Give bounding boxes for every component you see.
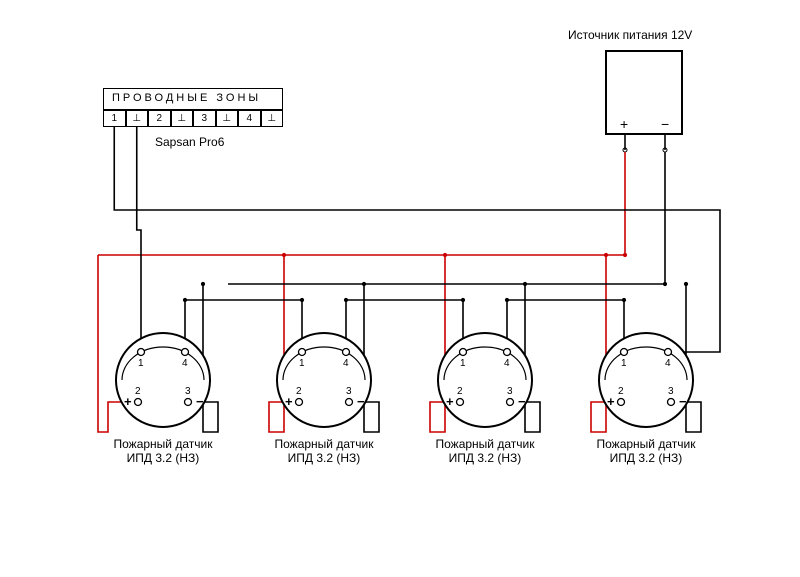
fire-sensor xyxy=(277,333,371,427)
svg-text:1: 1 xyxy=(621,358,627,369)
terminal-cell: ⊥ xyxy=(126,110,149,127)
power-supply-box xyxy=(605,50,683,135)
svg-text:4: 4 xyxy=(665,358,671,369)
sensor-caption-line2: ИПД 3.2 (НЗ) xyxy=(449,451,522,465)
sensor-caption-line2: ИПД 3.2 (НЗ) xyxy=(288,451,361,465)
sensor-caption: Пожарный датчикИПД 3.2 (НЗ) xyxy=(576,437,716,465)
sensor-caption-line1: Пожарный датчик xyxy=(597,437,696,451)
svg-text:−: − xyxy=(679,394,687,409)
psu-minus: − xyxy=(661,116,669,132)
fire-sensor xyxy=(599,333,693,427)
terminal-title: ПРОВОДНЫЕ ЗОНЫ xyxy=(112,92,261,104)
svg-text:−: − xyxy=(196,394,204,409)
fire-sensor xyxy=(116,333,210,427)
terminal-device-label: Sapsan Pro6 xyxy=(155,135,224,149)
psu-plus: + xyxy=(620,116,628,132)
svg-text:−: − xyxy=(518,394,526,409)
svg-text:+: + xyxy=(285,394,293,409)
svg-text:1: 1 xyxy=(299,358,305,369)
svg-text:3: 3 xyxy=(507,386,513,397)
sensor-caption: Пожарный датчикИПД 3.2 (НЗ) xyxy=(254,437,394,465)
terminal-cell: ⊥ xyxy=(261,110,284,127)
svg-text:4: 4 xyxy=(504,358,510,369)
svg-text:1: 1 xyxy=(138,358,144,369)
sensor-caption-line2: ИПД 3.2 (НЗ) xyxy=(127,451,200,465)
svg-text:2: 2 xyxy=(135,386,141,397)
svg-text:1: 1 xyxy=(460,358,466,369)
svg-text:+: + xyxy=(446,394,454,409)
svg-text:4: 4 xyxy=(182,358,188,369)
terminal-cell: 1 xyxy=(103,110,126,127)
terminal-cell: 2 xyxy=(148,110,171,127)
svg-text:3: 3 xyxy=(185,386,191,397)
svg-text:2: 2 xyxy=(457,386,463,397)
svg-text:3: 3 xyxy=(668,386,674,397)
svg-text:−: − xyxy=(357,394,365,409)
terminal-cell: ⊥ xyxy=(171,110,194,127)
sensor-caption: Пожарный датчикИПД 3.2 (НЗ) xyxy=(93,437,233,465)
svg-text:4: 4 xyxy=(343,358,349,369)
svg-text:2: 2 xyxy=(618,386,624,397)
svg-text:2: 2 xyxy=(296,386,302,397)
fire-sensor xyxy=(438,333,532,427)
sensor-caption-line1: Пожарный датчик xyxy=(275,437,374,451)
sensor-caption-line2: ИПД 3.2 (НЗ) xyxy=(610,451,683,465)
sensor-caption-line1: Пожарный датчик xyxy=(436,437,535,451)
svg-text:3: 3 xyxy=(346,386,352,397)
svg-text:+: + xyxy=(124,394,132,409)
svg-text:+: + xyxy=(607,394,615,409)
sensor-caption: Пожарный датчикИПД 3.2 (НЗ) xyxy=(415,437,555,465)
terminal-cell: 4 xyxy=(238,110,261,127)
sensor-caption-line1: Пожарный датчик xyxy=(114,437,213,451)
psu-title: Источник питания 12V xyxy=(568,28,692,42)
terminal-cell: ⊥ xyxy=(216,110,239,127)
terminal-cell: 3 xyxy=(193,110,216,127)
